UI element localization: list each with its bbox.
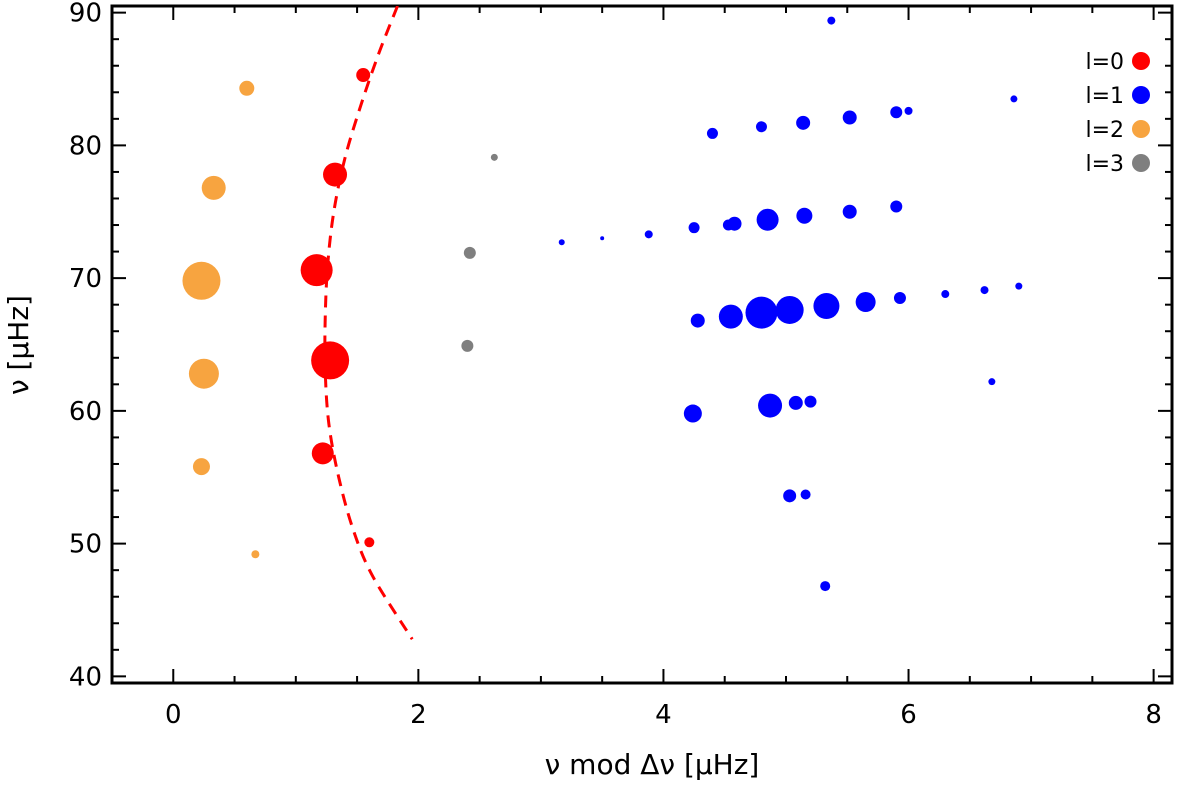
legend-label-l1: l=1 <box>1085 84 1124 109</box>
point-l1 <box>688 222 700 234</box>
point-l1 <box>890 106 903 119</box>
y-tick-label: 60 <box>69 397 102 427</box>
point-l2 <box>251 550 260 559</box>
y-tick-label: 50 <box>69 530 102 560</box>
point-l1 <box>755 121 767 133</box>
legend-label-l2: l=2 <box>1085 118 1124 143</box>
point-l1 <box>600 236 605 241</box>
point-l3 <box>490 153 498 161</box>
point-l1 <box>706 127 718 139</box>
legend-label-l3: l=3 <box>1085 152 1124 177</box>
point-l1 <box>1010 95 1018 103</box>
point-l1 <box>804 395 817 408</box>
point-l1 <box>796 207 813 224</box>
point-l1 <box>558 239 565 246</box>
point-l3 <box>461 339 474 352</box>
point-l0 <box>311 442 334 465</box>
y-tick-label: 40 <box>69 662 102 692</box>
point-l1 <box>820 581 831 592</box>
axis-ticks <box>112 6 1172 683</box>
x-tick-label: 4 <box>655 700 672 730</box>
point-l1 <box>813 293 840 320</box>
point-l1 <box>745 296 778 329</box>
y-tick-label: 70 <box>69 264 102 294</box>
point-l1 <box>800 489 811 500</box>
legend-marker-l0 <box>1132 52 1150 70</box>
point-l1 <box>941 290 950 299</box>
x-tick-label: 2 <box>410 700 427 730</box>
point-l3 <box>463 246 476 259</box>
axis-tick-labels: 0 2 4 6 8 40 50 60 70 80 90 <box>69 0 1162 730</box>
y-axis-label: ν [μHz] <box>2 295 35 395</box>
point-l1 <box>842 110 857 125</box>
point-l2 <box>239 80 255 96</box>
x-tick-label: 6 <box>900 700 917 730</box>
point-l1 <box>718 304 743 329</box>
x-tick-label: 0 <box>165 700 182 730</box>
data-points <box>182 16 1023 592</box>
plot-frame <box>110 4 1174 685</box>
point-l1 <box>758 393 783 418</box>
point-l1 <box>893 292 906 305</box>
point-l0 <box>300 254 333 287</box>
point-l2 <box>182 261 221 300</box>
point-l1 <box>644 230 653 239</box>
point-l1 <box>1015 282 1023 290</box>
point-l0 <box>323 162 348 187</box>
point-l1 <box>722 219 734 231</box>
point-l0 <box>311 341 350 380</box>
fit-curve-l0 <box>323 6 414 640</box>
point-l1 <box>855 292 876 313</box>
point-l1 <box>788 395 803 410</box>
point-l1 <box>988 378 996 386</box>
point-l1 <box>683 404 702 423</box>
y-tick-label: 90 <box>69 0 102 29</box>
point-l1 <box>796 115 811 130</box>
legend-marker-l1 <box>1132 86 1150 104</box>
point-l2 <box>201 175 226 200</box>
point-l1 <box>890 200 903 213</box>
legend-marker-l3 <box>1132 154 1150 172</box>
point-l2 <box>188 358 219 389</box>
point-l0 <box>364 537 375 548</box>
plot-area <box>182 6 1023 640</box>
x-tick-label: 8 <box>1145 700 1162 730</box>
point-l1 <box>775 295 804 324</box>
point-l2 <box>192 458 210 476</box>
legend: l=0 l=1 l=2 l=3 <box>1085 50 1150 177</box>
point-l1 <box>756 208 779 231</box>
point-l0 <box>356 68 371 83</box>
point-l1 <box>690 313 705 328</box>
point-l1 <box>904 106 913 115</box>
y-tick-label: 80 <box>69 131 102 161</box>
point-l1 <box>783 489 797 503</box>
legend-label-l0: l=0 <box>1085 50 1124 75</box>
x-axis-label: ν mod Δν [μHz] <box>545 748 760 781</box>
legend-marker-l2 <box>1132 120 1150 138</box>
point-l1 <box>827 16 836 25</box>
point-l1 <box>980 286 989 295</box>
point-l1 <box>842 204 857 219</box>
